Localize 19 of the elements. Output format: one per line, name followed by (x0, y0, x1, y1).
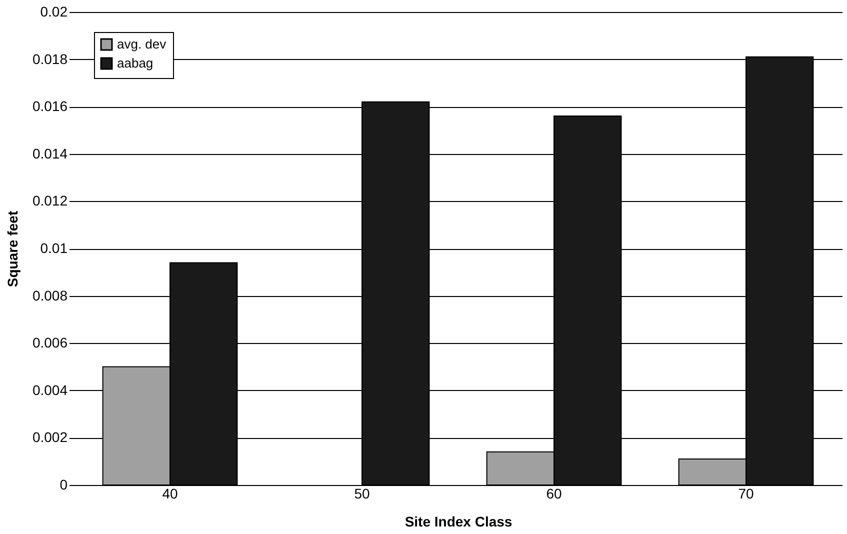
x-tick-label: 50 (354, 486, 370, 502)
y-tick-label: 0.014 (32, 145, 68, 162)
y-tick-label: 0.012 (32, 192, 68, 209)
y-tick-label: 0.008 (32, 287, 68, 304)
y-tick-label: 0 (60, 476, 68, 492)
y-tick-label: 0.006 (32, 334, 68, 351)
x-tick-label: 70 (738, 486, 754, 502)
y-tick-label: 0.016 (32, 98, 68, 114)
legend-label: avg. dev (117, 36, 167, 52)
y-tick-label: 0.01 (40, 240, 68, 256)
x-tick-label: 60 (546, 486, 562, 502)
y-tick-label: 0.018 (32, 50, 68, 67)
y-tick-label: 0.002 (32, 429, 68, 446)
y-tick-label: 0.02 (40, 4, 68, 20)
y-tick-label: 0.004 (32, 382, 68, 398)
legend-label: aabag (117, 56, 154, 70)
x-tick-label: 40 (162, 486, 178, 502)
x-axis-title: Site Index Class (404, 514, 512, 530)
y-axis-title: Square feet (4, 210, 20, 288)
